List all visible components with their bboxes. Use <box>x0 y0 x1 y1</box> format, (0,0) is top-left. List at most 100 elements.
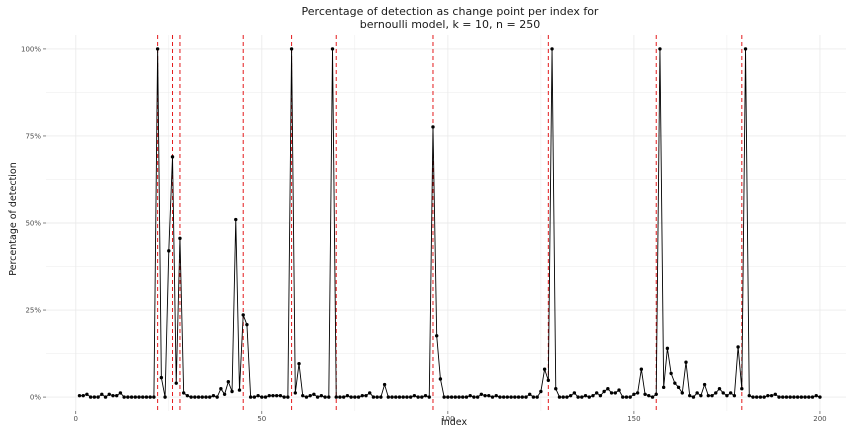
x-axis-ticks: 0 50 100 150 200 <box>74 411 827 423</box>
data-point <box>591 393 595 398</box>
data-point <box>788 395 792 399</box>
y-tick-label: 0% <box>30 394 41 402</box>
data-point <box>602 389 606 394</box>
data-point <box>245 322 249 327</box>
data-point <box>542 367 547 371</box>
data-point <box>580 395 584 399</box>
data-point <box>475 395 480 399</box>
chart-subtitle: bernoulli model, k = 10, n = 250 <box>360 18 540 31</box>
data-point <box>341 395 346 399</box>
data-point <box>81 393 85 398</box>
data-point <box>200 395 204 399</box>
data-point <box>371 395 376 399</box>
data-point <box>152 395 156 399</box>
data-point <box>717 387 722 391</box>
data-point <box>263 395 268 399</box>
data-point <box>181 391 186 395</box>
data-point <box>520 395 524 399</box>
data-point <box>438 377 443 381</box>
data-point <box>754 395 759 399</box>
data-point <box>133 395 138 399</box>
data-point <box>810 395 815 399</box>
data-point <box>751 395 755 399</box>
data-point <box>237 388 242 392</box>
data-point <box>353 395 357 399</box>
data-point <box>606 387 610 391</box>
y-axis-title: Percentage of detection <box>8 162 19 276</box>
y-tick-label: 25% <box>25 307 41 315</box>
data-point <box>550 47 554 51</box>
data-point <box>740 387 744 391</box>
data-point <box>728 391 733 395</box>
y-axis-ticks: 0% 25% 50% 75% 100% <box>21 45 46 402</box>
data-point <box>472 395 476 399</box>
data-point <box>576 395 580 399</box>
x-tick-label: 200 <box>813 415 826 423</box>
data-point <box>159 375 164 380</box>
data-point <box>211 393 216 398</box>
data-point <box>118 391 123 395</box>
x-tick-label: 150 <box>627 415 640 423</box>
data-point <box>219 387 223 391</box>
data-point <box>319 393 324 398</box>
data-point <box>702 382 707 387</box>
data-point <box>524 395 528 399</box>
data-point <box>814 393 818 398</box>
data-point <box>572 391 577 395</box>
data-point <box>155 47 160 51</box>
y-tick-label: 100% <box>21 45 41 53</box>
data-point <box>286 395 290 399</box>
data-point <box>449 395 454 399</box>
data-point <box>178 236 182 241</box>
data-point <box>725 393 729 398</box>
data-point <box>442 395 446 399</box>
data-point <box>736 345 740 349</box>
data-point <box>234 217 238 222</box>
data-point <box>345 393 350 398</box>
data-point <box>691 395 696 399</box>
data-point <box>494 393 498 398</box>
data-point <box>248 395 253 399</box>
data-point <box>431 125 435 129</box>
data-point <box>531 395 536 399</box>
x-tick-label: 50 <box>257 415 266 423</box>
x-axis-title: Index <box>441 417 468 428</box>
chart-title: Percentage of detection as change point … <box>302 5 599 18</box>
data-point <box>412 393 417 398</box>
data-point <box>267 393 271 398</box>
data-point <box>167 249 171 253</box>
data-point <box>226 380 231 384</box>
data-point <box>368 391 372 395</box>
data-point <box>386 395 391 399</box>
data-point <box>624 395 629 399</box>
data-point <box>546 378 551 383</box>
data-point <box>278 393 283 398</box>
data-point <box>617 388 621 392</box>
data-point <box>420 395 424 399</box>
data-point <box>807 395 811 399</box>
data-point <box>144 395 149 399</box>
data-point <box>464 395 469 399</box>
data-point <box>304 395 309 399</box>
data-point <box>695 391 699 395</box>
data-point <box>684 360 688 364</box>
data-point <box>107 392 111 396</box>
data-point <box>468 393 472 398</box>
data-point <box>434 334 439 338</box>
data-point <box>427 395 431 399</box>
data-point <box>647 393 651 398</box>
data-point <box>364 393 368 398</box>
data-point <box>446 395 450 399</box>
data-point <box>643 392 647 396</box>
y-tick-label: 50% <box>25 220 41 228</box>
data-point <box>676 385 681 390</box>
data-point <box>743 47 748 51</box>
data-point <box>818 395 822 399</box>
data-point <box>137 395 141 399</box>
data-point <box>405 395 409 399</box>
data-point <box>792 395 796 399</box>
data-point <box>315 395 320 399</box>
data-point <box>274 393 279 398</box>
data-point <box>379 395 383 399</box>
data-point <box>282 395 286 399</box>
